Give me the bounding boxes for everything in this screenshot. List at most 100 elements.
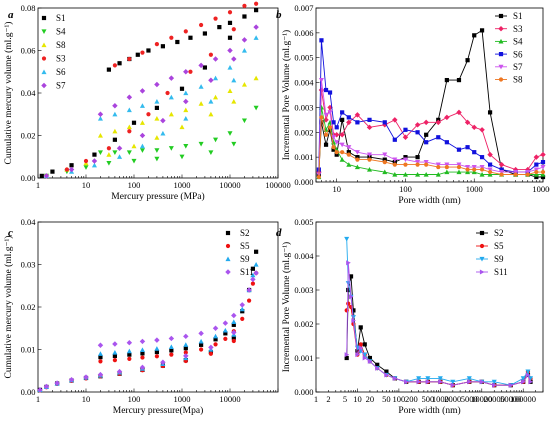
data-point [492,382,497,388]
data-point [351,308,356,313]
data-point [112,63,117,68]
data-point [340,110,345,115]
x-tick-label: 10 [353,394,362,404]
data-point [135,52,140,57]
legend-entry: S9 [225,254,250,264]
data-point [227,35,233,40]
data-point [415,160,421,165]
chart-panel-b: 10 100 1000 10000 0.000 0.001 0.002 0.003 0.004 0… [276,3,550,206]
data-point [402,157,408,163]
data-point [97,111,104,117]
data-point [354,150,360,155]
legend-marker [41,42,47,48]
data-point [106,161,112,166]
series-S2 [344,274,533,388]
data-point [160,130,166,136]
data-point [154,81,160,88]
data-point [525,169,531,175]
data-point [339,142,345,148]
data-point [319,38,324,43]
data-point [98,355,103,360]
data-point [465,58,470,63]
data-point [183,90,189,96]
data-point [43,173,50,179]
data-point [415,155,420,160]
data-point [450,382,456,388]
y-tick-label: 0.001 [294,152,313,162]
data-point [533,167,539,173]
y-tick-label: 0.001 [294,353,313,363]
data-point [112,349,118,355]
data-point [344,236,350,242]
data-point [92,152,97,157]
data-point [188,35,193,40]
data-point [392,162,397,167]
data-point [169,348,174,353]
data-point [444,162,450,168]
legend-entry: S2 [225,228,250,238]
data-point [208,351,213,356]
x-tick-label: 50 [382,394,391,404]
data-point [253,270,259,276]
x-tick-label: 10000 [219,180,240,190]
data-point [319,115,324,120]
data-point [199,22,204,28]
x-tick-label: 500 [421,394,434,404]
legend-marker [498,38,504,44]
data-point [367,358,373,364]
data-point [253,75,259,81]
data-point [444,169,450,175]
legend-marker [225,269,231,275]
data-point [175,39,180,45]
y-tick-label: 0.02 [21,302,36,312]
data-point [231,56,237,62]
data-point [334,140,340,145]
data-point [183,350,188,355]
data-point [487,151,493,158]
series-line [318,89,544,173]
legend-entry: S4 [41,27,66,37]
data-point [112,128,118,134]
legend-entry: S5 [476,241,504,251]
legend-entry: S5 [225,241,250,251]
data-point [382,152,388,158]
data-point [479,164,485,170]
data-point [540,174,546,180]
legend-label: S9 [494,254,504,264]
data-point [331,147,336,152]
legend-label: S6 [56,67,66,77]
legend-entry: S11 [476,267,508,277]
data-point [139,103,145,108]
data-point [131,143,137,149]
data-point [139,132,146,139]
data-point [323,117,329,123]
data-point [54,380,60,386]
data-point [50,169,55,174]
data-point [112,137,117,142]
legend-label: S1 [56,13,66,23]
y-axis-title: Incremental Pore Volume (ml.g⁻¹) [281,242,292,372]
data-point [240,316,245,321]
legend-marker [479,256,485,262]
legend-marker [479,243,485,249]
data-point [154,148,160,153]
legend-marker [498,64,504,70]
data-point [154,42,160,47]
data-point [512,166,519,173]
data-point [43,383,50,390]
y-tick-label: 0.01 [21,345,36,355]
data-point [183,353,189,359]
data-point [520,376,526,381]
y-tick-label: 0.00 [21,387,36,397]
data-point [415,172,421,177]
data-point [415,130,420,135]
legend-marker [225,230,231,236]
data-point [254,1,259,6]
data-point [213,16,218,21]
data-point [540,164,546,170]
legend-entry: S7 [41,81,66,91]
data-point [331,135,337,140]
data-point [346,145,352,150]
series-S8 [43,75,259,178]
